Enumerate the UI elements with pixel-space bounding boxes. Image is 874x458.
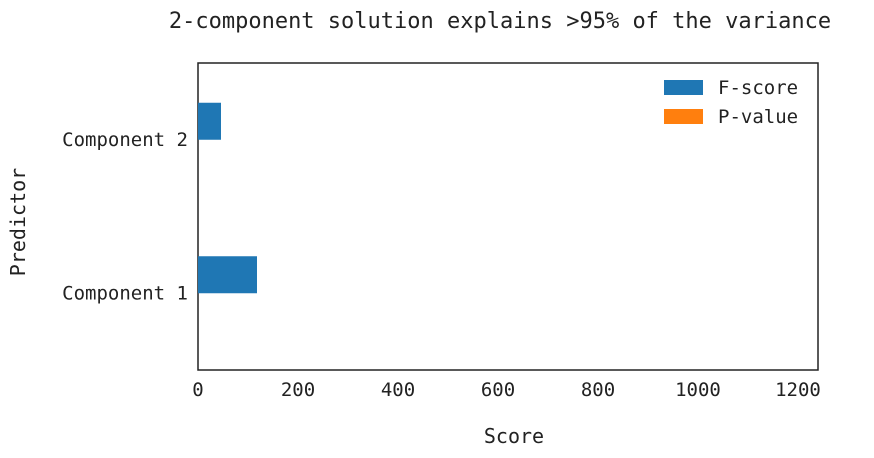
legend-label: P-value [718,106,798,128]
x-tick-label: 800 [581,379,615,401]
bar-f-score-component-2 [198,102,221,140]
y-tick-label: Component 2 [62,129,188,151]
y-tick-labels: Component 1 Component 2 [62,129,188,305]
x-axis-label: Score [484,424,544,448]
bar-f-score-component-1 [198,256,257,294]
legend: F-score P-value [664,77,798,128]
x-tick-label: 600 [481,379,515,401]
x-tick-labels: 0 200 400 600 800 1000 1200 [192,379,821,401]
x-tick-label: 0 [192,379,203,401]
y-axis-label: Predictor [6,168,30,276]
legend-label: F-score [718,77,798,99]
x-tick-label: 400 [381,379,415,401]
chart-title: 2-component solution explains >95% of th… [169,9,831,34]
x-tick-label: 200 [281,379,315,401]
legend-swatch [664,80,703,95]
legend-swatch [664,109,703,124]
y-tick-label: Component 1 [62,282,188,304]
bars-group [198,102,257,294]
x-tick-label: 1200 [775,379,821,401]
x-tick-label: 1000 [675,379,721,401]
plot-area [197,62,819,371]
